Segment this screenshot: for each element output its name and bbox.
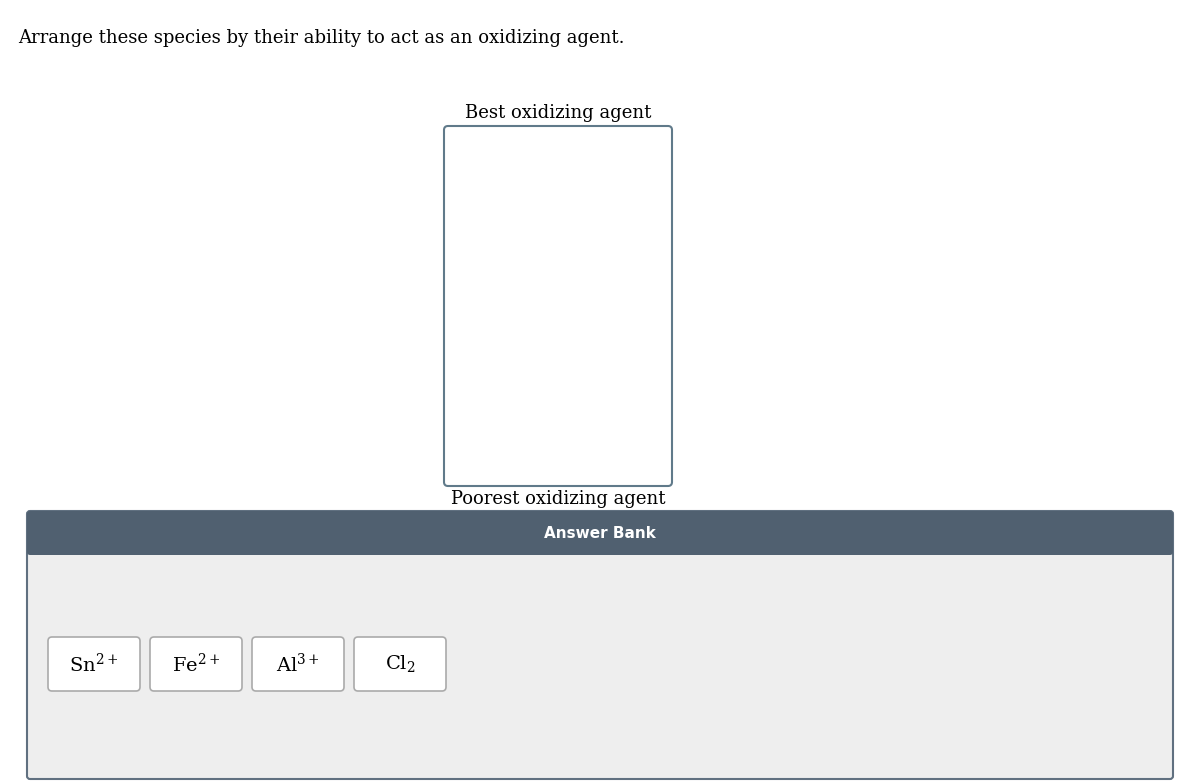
Text: $\mathregular{Al^{3+}}$: $\mathregular{Al^{3+}}$: [276, 652, 320, 676]
FancyBboxPatch shape: [28, 511, 1174, 555]
FancyBboxPatch shape: [444, 126, 672, 486]
FancyBboxPatch shape: [354, 637, 446, 691]
Text: Poorest oxidizing agent: Poorest oxidizing agent: [451, 490, 665, 508]
Text: Arrange these species by their ability to act as an oxidizing agent.: Arrange these species by their ability t…: [18, 29, 624, 47]
FancyBboxPatch shape: [48, 637, 140, 691]
FancyBboxPatch shape: [28, 511, 1174, 779]
FancyBboxPatch shape: [30, 514, 1170, 552]
Text: $\mathregular{Fe^{2+}}$: $\mathregular{Fe^{2+}}$: [172, 652, 221, 676]
Text: $\mathregular{Cl_2}$: $\mathregular{Cl_2}$: [385, 654, 415, 674]
FancyBboxPatch shape: [150, 637, 242, 691]
FancyBboxPatch shape: [252, 637, 344, 691]
Text: Answer Bank: Answer Bank: [544, 525, 656, 540]
Text: Best oxidizing agent: Best oxidizing agent: [464, 104, 652, 122]
Text: $\mathregular{Sn^{2+}}$: $\mathregular{Sn^{2+}}$: [70, 652, 119, 676]
FancyBboxPatch shape: [30, 533, 1170, 552]
